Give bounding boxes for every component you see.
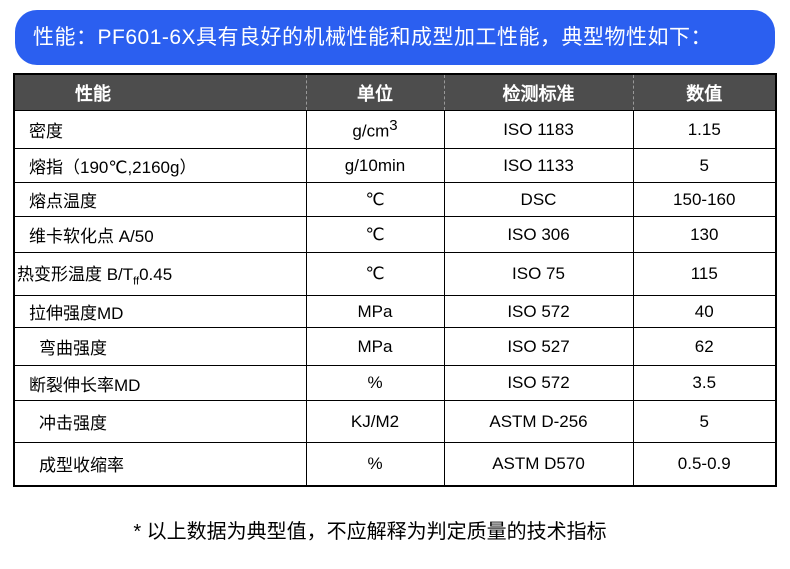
- test-standard-cell: DSC: [443, 182, 634, 217]
- column-header: 检测标准: [443, 74, 633, 111]
- table-row: 熔指（190℃,2160g） g/10min ISO 1133 5: [13, 148, 777, 183]
- property-cell: 冲击强度: [13, 400, 307, 443]
- unit-cell: MPa: [305, 327, 445, 366]
- table-row: 热变形温度 B/Tff0.45 ℃ ISO 75 115: [13, 252, 777, 296]
- table-row: 熔点温度 ℃ DSC 150-160: [13, 182, 777, 217]
- unit-text-part: g/cm: [352, 121, 390, 141]
- property-cell: 密度: [13, 110, 307, 149]
- table-row: 密度 g/cm3 ISO 1183 1.15: [13, 110, 777, 149]
- unit-cell: ℃: [305, 252, 445, 296]
- property-cell: 成型收缩率: [13, 442, 307, 486]
- unit-cell: g/cm3: [305, 110, 445, 149]
- test-standard-cell: ISO 572: [443, 295, 634, 328]
- property-text-part: 热变形温度 B/T: [17, 265, 134, 285]
- unit-cell: MPa: [305, 295, 445, 328]
- table-body: 密度 g/cm3 ISO 1183 1.15 熔指（190℃,2160g） g/10min…: [13, 110, 777, 486]
- property-cell: 拉伸强度MD: [13, 295, 307, 328]
- value-cell: 62: [632, 327, 777, 366]
- unit-text-part: 3: [389, 117, 398, 135]
- value-cell: 5: [632, 148, 777, 183]
- table-row: 维卡软化点 A/50 ℃ ISO 306 130: [13, 216, 777, 253]
- table-row: 成型收缩率% ASTM D570 0.5-0.9: [13, 442, 777, 486]
- property-text-part: ff: [133, 275, 140, 288]
- test-standard-cell: ASTM D570: [443, 442, 634, 486]
- property-table: 性能 单位 检测标准 数值 密度 g/cm3 ISO 1183 1.15 熔指（190℃…: [13, 73, 777, 487]
- banner-title: 性能：PF601-6X具有良好的机械性能和成型加工性能，典型物性如下：: [15, 10, 775, 65]
- unit-cell: %: [305, 365, 445, 401]
- property-cell: 弯曲强度: [13, 327, 307, 366]
- footnote: * 以上数据为典型值，不应解释为判定质量的技术指标: [133, 521, 607, 543]
- unit-cell: ℃: [305, 182, 445, 217]
- test-standard-cell: ISO 1133: [443, 148, 634, 183]
- table-row: 冲击强度 KJ/M2 ASTM D-256 5: [13, 400, 777, 443]
- value-cell: 5: [632, 400, 777, 443]
- property-cell: 热变形温度 B/Tff0.45: [13, 252, 307, 296]
- test-standard-cell: ISO 1183: [443, 110, 634, 149]
- value-cell: 150-160: [632, 182, 777, 217]
- table-row: 拉伸强度MD MPa ISO 572 40: [13, 295, 777, 328]
- test-standard-cell: ISO 75: [443, 252, 634, 296]
- value-cell: 40: [632, 295, 777, 328]
- column-header: 性能: [14, 74, 306, 111]
- unit-cell: ℃: [305, 216, 445, 253]
- property-cell: 维卡软化点 A/50: [13, 216, 307, 253]
- table-row: 断裂伸长率MD% ISO 572 3.5: [13, 365, 777, 401]
- unit-cell: g/10min: [305, 148, 445, 183]
- property-cell: 熔指（190℃,2160g）: [13, 148, 307, 183]
- value-cell: 130: [632, 216, 777, 253]
- value-cell: 3.5: [632, 365, 777, 401]
- table-row: 弯曲强度 MPa ISO 527 62: [13, 327, 777, 366]
- unit-cell: %: [305, 442, 445, 486]
- property-text-part: 0.45: [139, 265, 173, 285]
- value-cell: 1.15: [632, 110, 777, 149]
- property-cell: 熔点温度: [13, 182, 307, 217]
- test-standard-cell: ASTM D-256: [443, 400, 634, 443]
- column-header: 单位: [305, 74, 444, 111]
- test-standard-cell: ISO 527: [443, 327, 634, 366]
- value-cell: 115: [632, 252, 777, 296]
- test-standard-cell: ISO 572: [443, 365, 634, 401]
- test-standard-cell: ISO 306: [443, 216, 634, 253]
- column-header: 数值: [632, 74, 776, 111]
- unit-cell: KJ/M2: [305, 400, 445, 443]
- value-cell: 0.5-0.9: [632, 442, 777, 486]
- property-cell: 断裂伸长率MD: [13, 365, 307, 401]
- header-row: 性能 单位 检测标准 数值: [14, 74, 776, 111]
